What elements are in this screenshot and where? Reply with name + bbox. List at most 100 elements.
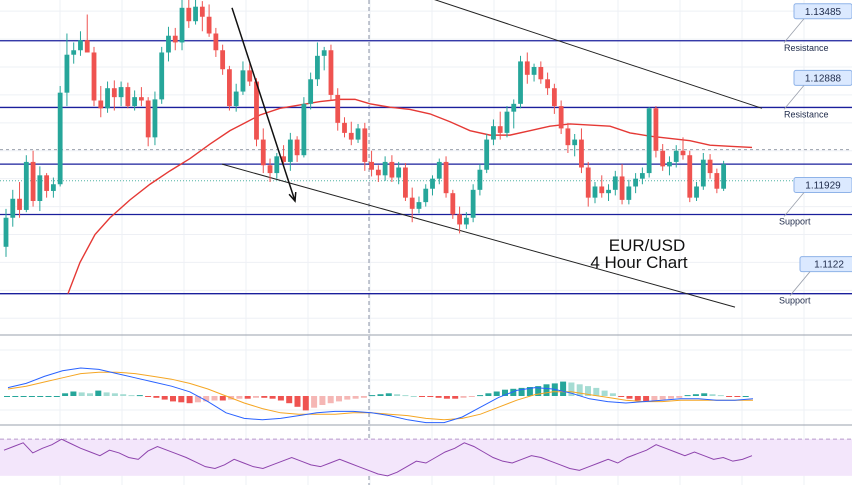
candle-body — [585, 167, 591, 198]
candle-body — [71, 50, 77, 55]
macd-histogram-bar — [576, 384, 583, 396]
candle-body — [233, 91, 239, 107]
macd-histogram-bar — [609, 393, 616, 396]
candle-body — [369, 161, 374, 170]
candle-body — [287, 139, 293, 162]
candle-body — [673, 150, 679, 162]
macd-histogram-bar — [452, 396, 459, 399]
candle-body — [375, 169, 381, 176]
candle-body — [193, 6, 198, 22]
price-tag-box — [793, 3, 852, 20]
candle-body — [172, 35, 178, 43]
channel-line — [221, 163, 736, 308]
candle-body — [497, 126, 503, 133]
trend-arrows — [231, 7, 297, 203]
macd-histogram-bar — [70, 391, 77, 396]
rsi-pane — [0, 438, 852, 477]
candle-body — [254, 81, 259, 140]
horizontal-levels — [0, 40, 852, 295]
macd-histogram-bar — [526, 387, 533, 396]
candle-body — [17, 198, 22, 210]
macd-histogram-bar — [327, 396, 334, 404]
candle-body — [599, 186, 605, 194]
candle-body — [667, 161, 672, 167]
candle-body — [646, 108, 652, 174]
candle-body — [721, 164, 727, 189]
candle-body — [342, 122, 347, 133]
macd-histogram-bar — [153, 396, 160, 398]
candle-body — [206, 16, 212, 34]
candle-body — [111, 88, 117, 98]
level-label: Support — [779, 217, 811, 227]
candle-body — [37, 175, 43, 201]
macd-histogram-bar — [369, 395, 376, 397]
macd-histogram-bar — [294, 396, 301, 407]
candle-body — [240, 70, 246, 92]
macd-histogram-bar — [593, 387, 600, 396]
candle-body — [545, 79, 550, 89]
macd-histogram-bar — [626, 396, 633, 399]
level-label: Resistance — [784, 109, 829, 119]
chart-subtitle: 4 Hour Chart — [590, 253, 688, 272]
price-tag-leader — [783, 18, 805, 44]
candle-body — [132, 97, 138, 107]
candle-body — [50, 184, 56, 191]
macd-histogram-bar — [311, 396, 318, 408]
candle-body — [450, 193, 456, 215]
candle-body — [213, 33, 219, 51]
price-tag-text: 1.12888 — [805, 73, 842, 84]
candle-body — [64, 54, 70, 93]
candle-body — [139, 97, 144, 101]
candle-body — [558, 106, 564, 129]
macd-histogram-bar — [684, 395, 691, 397]
macd-histogram-bar — [543, 384, 550, 396]
macd-histogram-bar — [443, 396, 450, 399]
macd-histogram-bar — [319, 396, 326, 405]
candle-body — [707, 159, 713, 174]
macd-histogram-bar — [336, 396, 342, 402]
macd-histogram-bar — [360, 396, 367, 398]
ma-line — [67, 98, 753, 294]
macd-histogram-bar — [460, 396, 467, 398]
macd-histogram-bar — [385, 393, 392, 396]
candle-body — [396, 167, 402, 178]
candle-body — [159, 52, 165, 100]
macd-histogram-bar — [709, 394, 716, 396]
candle-body — [84, 40, 90, 53]
price-tags: 1.13485 Resistance 1.12888 Resistance 1.1192… — [779, 3, 852, 306]
candle-body — [382, 161, 388, 176]
price-tag-leader — [783, 85, 805, 110]
macd-histogram-bar — [410, 396, 417, 397]
candle-body — [687, 155, 693, 198]
channel-line — [434, 0, 763, 109]
macd-histogram-bar — [37, 396, 44, 397]
macd-histogram-bar — [103, 392, 110, 396]
candle-body — [348, 132, 354, 140]
candle-body — [511, 103, 517, 112]
candle-body — [653, 108, 659, 151]
candle-body — [3, 217, 9, 247]
candle-body — [355, 128, 361, 140]
candle-body — [30, 161, 36, 201]
macd-histogram-bar — [244, 396, 251, 399]
macd-histogram-bar — [20, 396, 27, 397]
macd-histogram-bar — [377, 394, 384, 396]
macd-histogram-bar — [535, 386, 542, 396]
candle-body — [247, 70, 253, 82]
candle-body — [416, 202, 422, 209]
macd-histogram-bar — [269, 396, 276, 399]
macd-histogram-bar — [286, 396, 293, 404]
chart-title: EUR/USD — [609, 236, 686, 255]
macd-histogram-bar — [568, 382, 575, 396]
candles — [3, 0, 727, 257]
macd-histogram-bar — [659, 396, 666, 400]
macd-histogram-bar — [78, 392, 85, 396]
candle-body — [491, 126, 496, 140]
macd-histogram-bar — [186, 396, 193, 404]
candle-body — [335, 94, 341, 123]
macd-histogram-bar — [618, 396, 625, 397]
macd-histogram-bar — [352, 396, 359, 399]
candle-body — [538, 67, 544, 80]
candle-body — [504, 111, 510, 133]
